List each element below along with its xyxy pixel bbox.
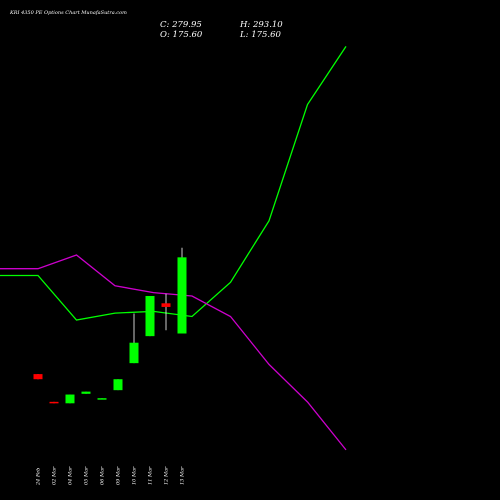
x-axis-ticks: 24 Feb 02 Mar 04 Mar 05 Mar 06 Mar 09 Mar 10 M… (36, 466, 186, 486)
candle-12-mar (161, 293, 171, 331)
x-tick-label: 13 Mar (180, 466, 186, 485)
candle-11-mar (145, 295, 155, 337)
overlay-lines (0, 46, 347, 451)
candle-02-mar (49, 401, 59, 404)
x-tick-label: 02 Mar (52, 466, 58, 485)
candle-body (33, 374, 43, 380)
low-value: L: 175.60 (239, 30, 282, 40)
candle-body (113, 379, 123, 391)
candle-body (145, 295, 155, 337)
candle-body (65, 394, 75, 404)
candle-13-mar (177, 247, 187, 334)
x-tick-label: 05 Mar (84, 466, 90, 485)
overlay-line-green (0, 46, 347, 321)
chart-title: KRI 4350 PE Options Chart MunafaSutra.co… (9, 10, 127, 16)
candle-body (81, 391, 91, 394)
candle-body (49, 401, 59, 404)
close-value: C: 279.95 (160, 20, 202, 30)
x-tick-label: 04 Mar (68, 466, 74, 485)
candle-body (129, 342, 139, 364)
candle-05-mar (81, 391, 91, 394)
x-tick-label: 12 Mar (164, 466, 170, 485)
candle-24-feb (33, 374, 43, 380)
candle-body (177, 257, 187, 334)
x-tick-label: 11 Mar (148, 466, 154, 485)
candles (33, 247, 187, 404)
candle-body (97, 398, 107, 400)
x-tick-label: 09 Mar (116, 466, 122, 485)
candle-04-mar (65, 394, 75, 404)
open-value: O: 175.60 (160, 30, 203, 40)
candle-body (161, 303, 171, 307)
overlay-line-magenta (0, 254, 347, 451)
candle-09-mar (113, 379, 123, 391)
x-tick-label: 10 Mar (132, 466, 138, 485)
x-tick-label: 24 Feb (36, 468, 42, 486)
candle-06-mar (97, 398, 107, 400)
candle-10-mar (129, 313, 139, 364)
high-value: H: 293.10 (239, 20, 283, 30)
x-tick-label: 06 Mar (100, 466, 106, 485)
